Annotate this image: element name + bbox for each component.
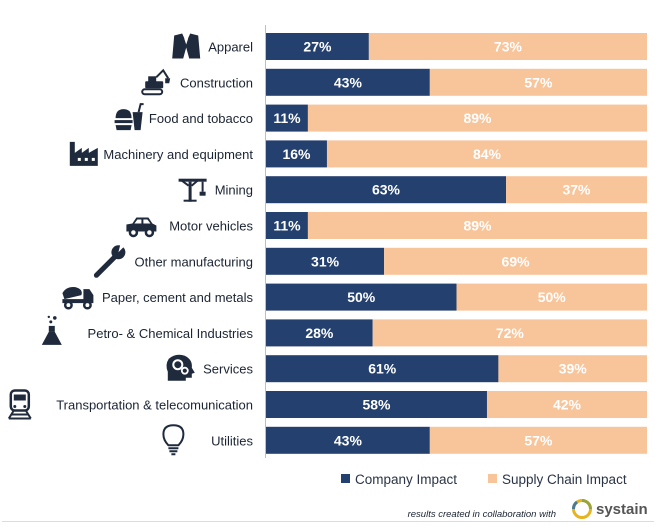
value-label-company-impact: 27% bbox=[303, 39, 332, 55]
value-label-supply-chain-impact: 72% bbox=[496, 325, 525, 341]
value-label-supply-chain-impact: 50% bbox=[538, 289, 567, 305]
category-labels-group: Apparel Construction Food and tobacco Machi… bbox=[56, 40, 253, 449]
category-label: Transportation & telecomunication bbox=[56, 398, 253, 413]
bar-supply-chain-impact bbox=[307, 104, 647, 132]
bar-company-impact bbox=[266, 319, 373, 347]
bar-supply-chain-impact bbox=[384, 247, 647, 275]
value-label-supply-chain-impact: 69% bbox=[502, 253, 531, 269]
bar-company-impact bbox=[266, 176, 507, 204]
lightbulb-icon bbox=[162, 424, 185, 456]
legend-swatch-supply-chain-impact bbox=[488, 474, 497, 483]
value-label-company-impact: 11% bbox=[273, 110, 301, 126]
value-label-supply-chain-impact: 57% bbox=[524, 432, 553, 448]
bar-company-impact bbox=[266, 355, 499, 383]
category-label: Construction bbox=[180, 75, 253, 90]
value-label-supply-chain-impact: 42% bbox=[553, 397, 582, 413]
value-label-company-impact: 28% bbox=[305, 325, 334, 341]
value-label-supply-chain-impact: 84% bbox=[473, 146, 502, 162]
footer-credit: results created in collaboration with bbox=[408, 509, 556, 520]
category-label: Food and tobacco bbox=[149, 111, 253, 126]
category-label: Utilities bbox=[211, 433, 253, 448]
category-icons-group bbox=[7, 33, 207, 456]
value-label-supply-chain-impact: 89% bbox=[463, 218, 492, 234]
category-label: Services bbox=[203, 362, 253, 377]
excavator-icon bbox=[141, 68, 171, 96]
bar-company-impact bbox=[266, 104, 308, 132]
value-label-supply-chain-impact: 39% bbox=[559, 361, 588, 377]
legend: Company Impact Supply Chain Impact bbox=[341, 472, 627, 487]
category-label: Petro- & Chemical Industries bbox=[88, 326, 254, 341]
head-gears-icon bbox=[166, 354, 195, 381]
bar-supply-chain-impact bbox=[486, 391, 647, 418]
bar-company-impact bbox=[266, 426, 430, 454]
suit-jacket-icon bbox=[172, 33, 201, 59]
train-icon bbox=[7, 389, 32, 420]
value-label-company-impact: 43% bbox=[334, 74, 363, 90]
value-label-company-impact: 58% bbox=[362, 397, 391, 413]
category-label: Machinery and equipment bbox=[103, 147, 253, 162]
value-label-company-impact: 11% bbox=[273, 218, 301, 234]
bar-company-impact bbox=[266, 283, 457, 311]
mining-crane-icon bbox=[178, 178, 207, 202]
value-label-company-impact: 63% bbox=[372, 182, 401, 198]
value-label-company-impact: 31% bbox=[311, 253, 340, 269]
legend-swatch-company-impact bbox=[341, 474, 350, 483]
bar-supply-chain-impact bbox=[498, 355, 647, 383]
value-label-supply-chain-impact: 57% bbox=[524, 74, 553, 90]
category-label: Apparel bbox=[208, 40, 253, 55]
category-label: Other manufacturing bbox=[134, 254, 253, 269]
bar-supply-chain-impact bbox=[372, 319, 647, 347]
cement-truck-icon bbox=[62, 286, 94, 310]
bar-company-impact bbox=[266, 68, 430, 96]
value-label-company-impact: 43% bbox=[334, 432, 363, 448]
value-label-supply-chain-impact: 73% bbox=[494, 39, 523, 55]
bar-company-impact bbox=[266, 33, 369, 60]
wrench-icon bbox=[93, 244, 127, 278]
value-label-company-impact: 50% bbox=[347, 289, 376, 305]
bar-supply-chain-impact bbox=[506, 176, 647, 204]
legend-label-company-impact: Company Impact bbox=[355, 472, 457, 487]
food-drink-icon bbox=[114, 103, 144, 131]
value-label-supply-chain-impact: 37% bbox=[562, 182, 591, 198]
legend-label-supply-chain-impact: Supply Chain Impact bbox=[502, 472, 627, 487]
car-icon bbox=[126, 217, 157, 238]
bars-group: 27% 73% 43% 57% 11% 89% 16% 84% 63% 37% 11% 89% 31% 6… bbox=[266, 33, 647, 454]
value-label-company-impact: 16% bbox=[282, 146, 311, 162]
value-label-supply-chain-impact: 89% bbox=[463, 110, 492, 126]
bar-supply-chain-impact bbox=[429, 68, 647, 96]
factory-icon bbox=[69, 141, 98, 166]
bar-supply-chain-impact bbox=[429, 426, 647, 454]
category-label: Paper, cement and metals bbox=[102, 290, 254, 305]
bar-company-impact bbox=[266, 391, 487, 418]
footer: results created in collaboration with sy… bbox=[2, 499, 654, 522]
value-label-company-impact: 61% bbox=[368, 361, 397, 377]
bar-company-impact bbox=[266, 140, 327, 168]
bar-supply-chain-impact bbox=[368, 33, 647, 60]
bar-supply-chain-impact bbox=[326, 140, 647, 168]
category-label: Motor vehicles bbox=[169, 219, 253, 234]
bar-company-impact bbox=[266, 212, 308, 239]
bar-supply-chain-impact bbox=[456, 283, 647, 311]
footer-brand: systain bbox=[596, 501, 648, 518]
bar-company-impact bbox=[266, 247, 385, 275]
bar-supply-chain-impact bbox=[307, 212, 647, 239]
category-label: Mining bbox=[215, 183, 253, 198]
flask-icon bbox=[41, 315, 62, 345]
systain-logo-icon bbox=[572, 499, 592, 519]
